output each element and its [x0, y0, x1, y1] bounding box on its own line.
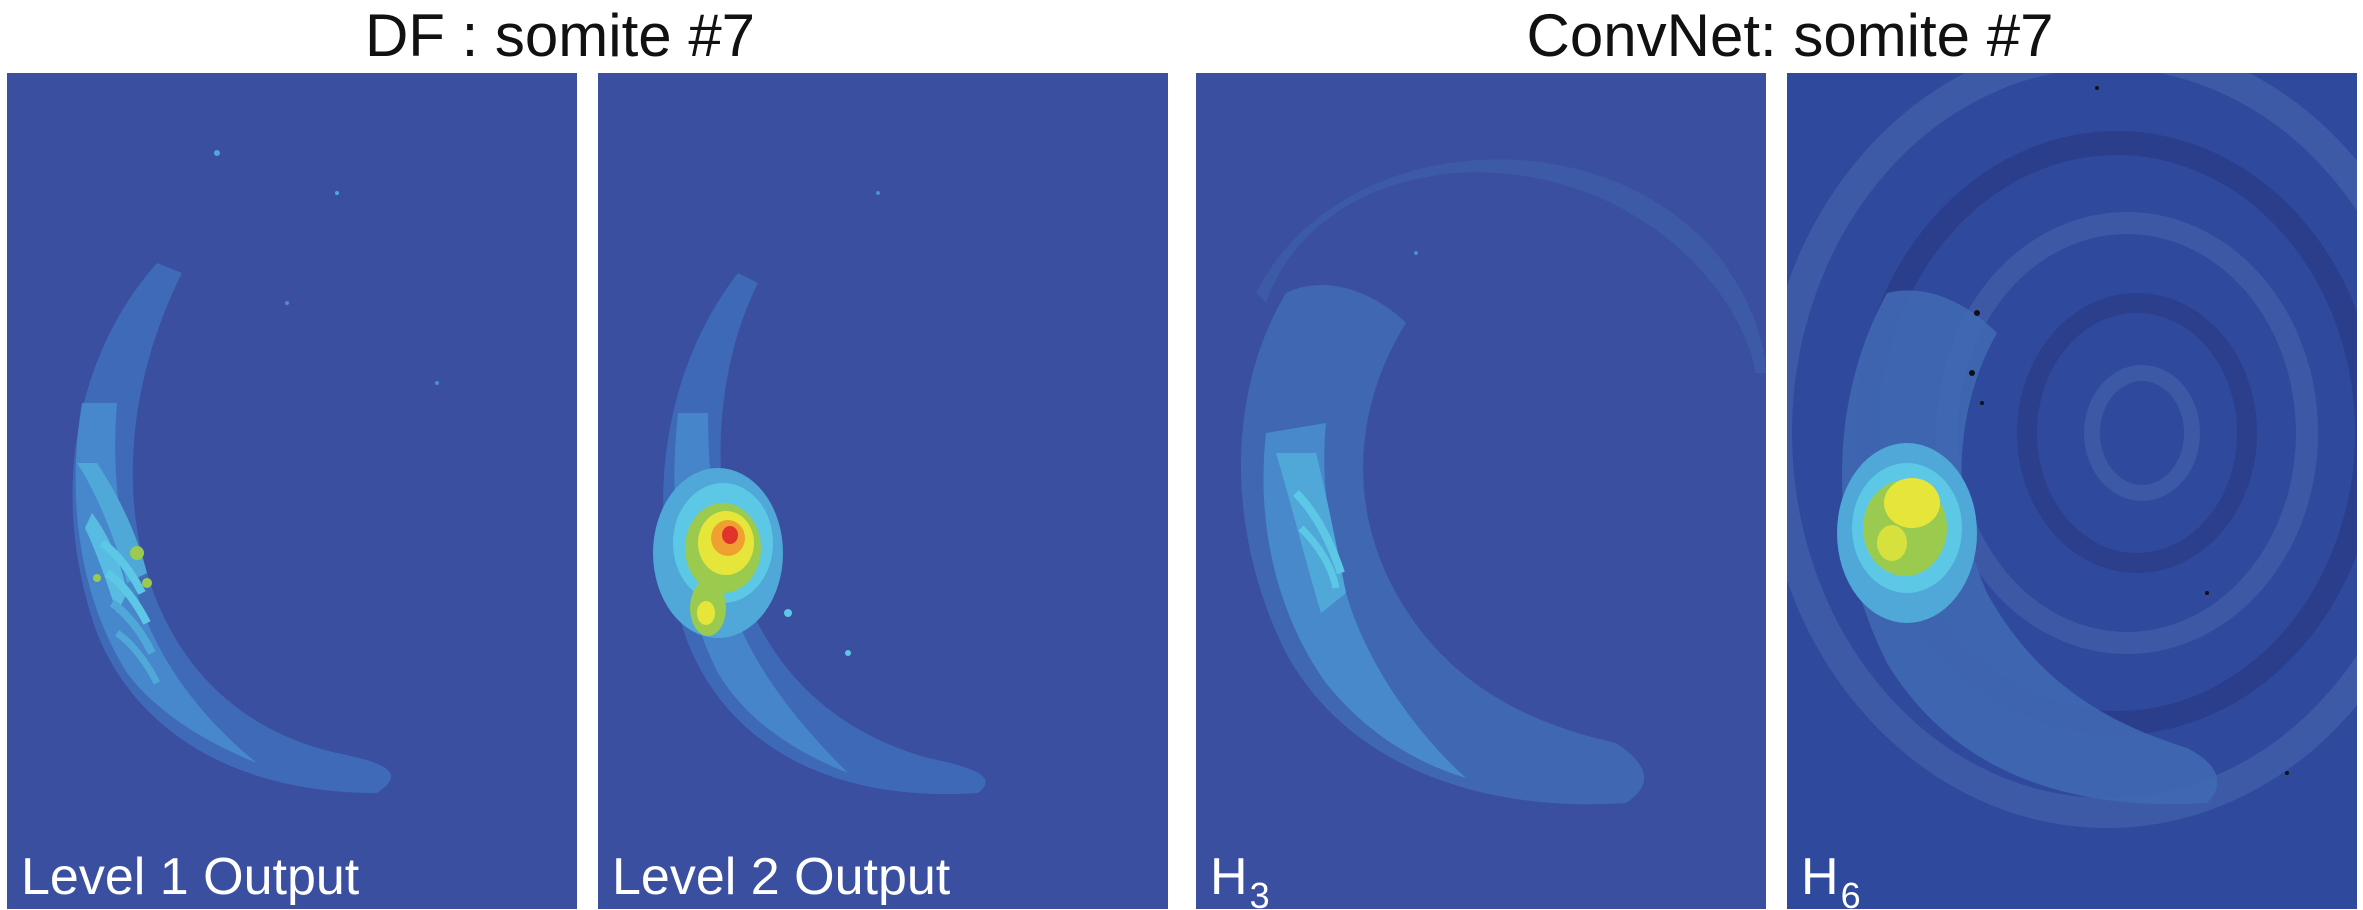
heatmap-level1-image	[7, 73, 577, 909]
figure-title-df: DF : somite #7	[364, 2, 756, 69]
heatmap-panel-h3: H3	[1196, 73, 1766, 909]
panel-caption-h3: H3	[1210, 848, 1270, 909]
heatmap-panel-h6: H6	[1787, 73, 2357, 909]
panel-caption-level1: Level 1 Output	[21, 848, 360, 906]
panel-caption-h6: H6	[1801, 848, 1861, 909]
heatmap-level2-image	[598, 73, 1168, 909]
heatmap-h6-image	[1787, 73, 2357, 909]
panel-caption-level2: Level 2 Output	[612, 848, 951, 906]
figure-title-convnet: ConvNet: somite #7	[1526, 2, 2054, 69]
heatmap-panel-level2: Level 2 Output	[598, 73, 1168, 909]
heatmap-h3-image	[1196, 73, 1766, 909]
heatmap-panel-level1: Level 1 Output	[7, 73, 577, 909]
